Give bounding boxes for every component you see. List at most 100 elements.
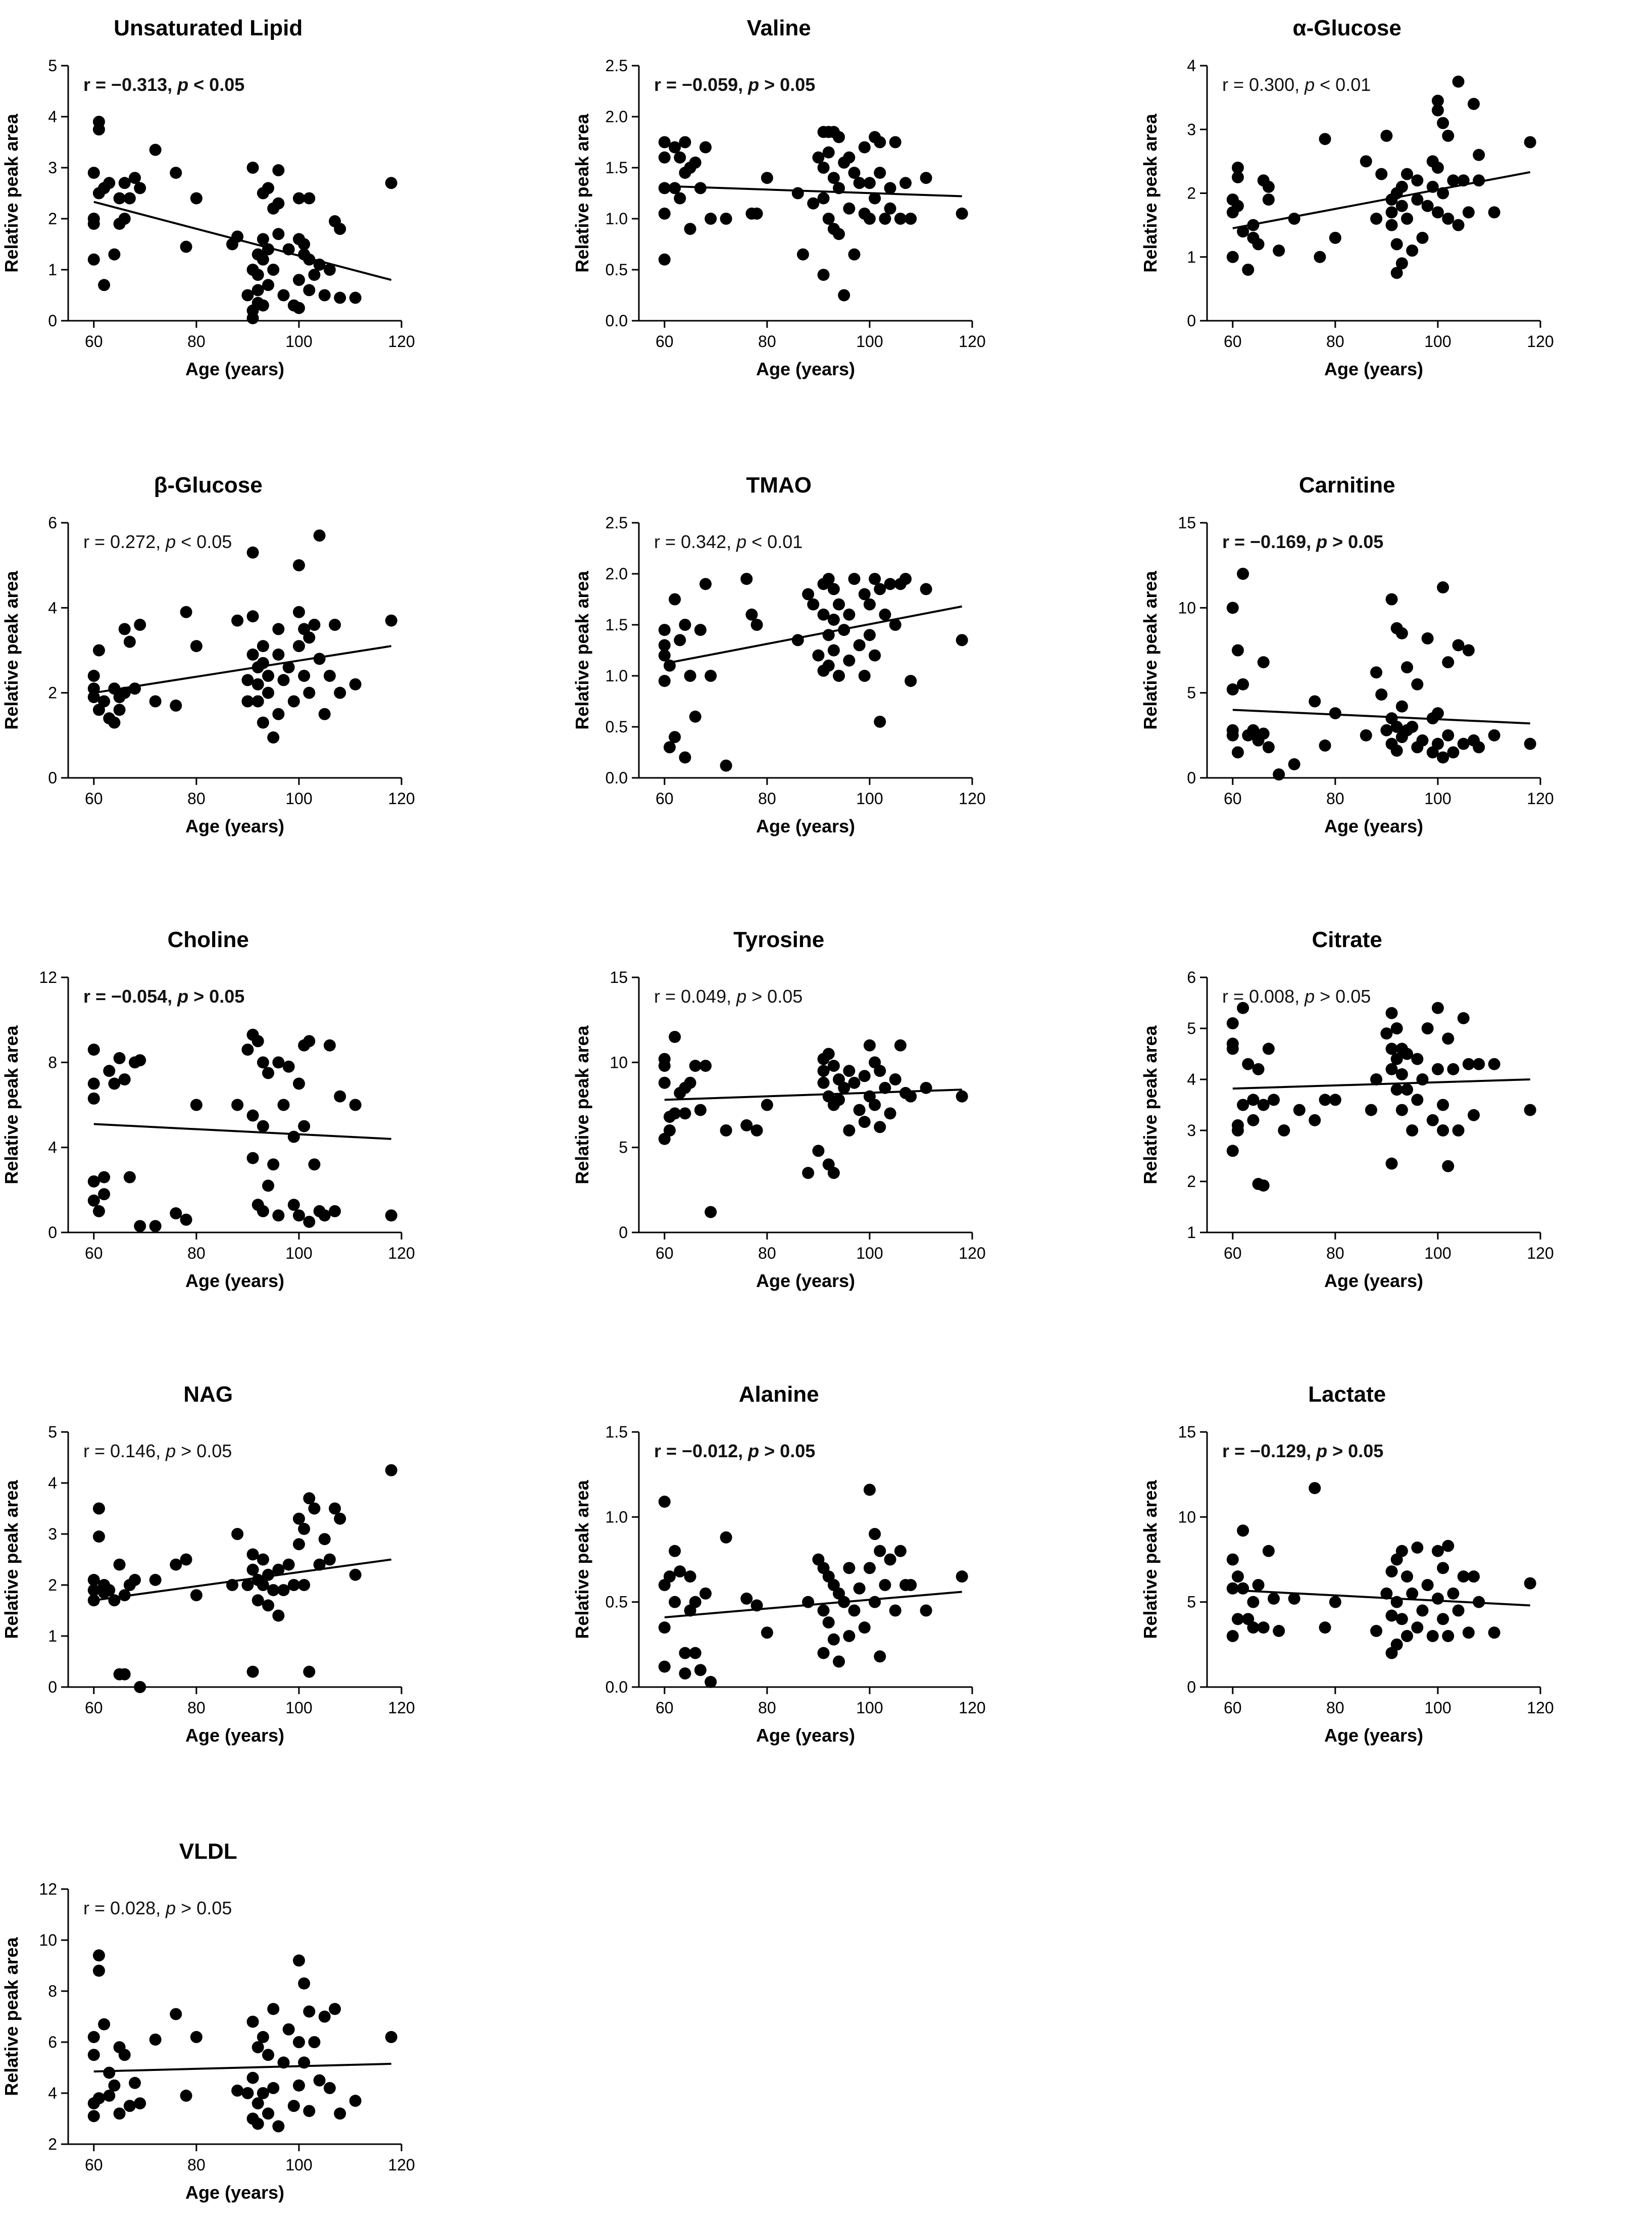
panel-4: TMAO 60 80 100 120 0.0 0.5 1.0 1.5 2.0 2.5 Age (yea… xyxy=(572,473,986,836)
data-point xyxy=(884,1107,896,1120)
data-point xyxy=(92,1205,105,1217)
data-point xyxy=(889,619,902,631)
data-point xyxy=(92,2092,105,2105)
y-tick-label: 1 xyxy=(48,1627,57,1645)
x-tick-label: 60 xyxy=(85,1244,103,1262)
stat-annotation: r = −0.169, p > 0.05 xyxy=(1222,531,1383,552)
data-point xyxy=(1390,721,1403,733)
data-point xyxy=(267,1158,280,1171)
y-tick-label: 15 xyxy=(610,968,628,986)
data-point xyxy=(669,731,681,744)
data-point xyxy=(833,228,845,240)
data-point xyxy=(1431,1592,1444,1605)
y-tick-label: 8 xyxy=(48,1053,57,1071)
data-point xyxy=(1319,1621,1331,1634)
data-point xyxy=(1390,267,1403,279)
data-point xyxy=(272,1209,285,1222)
data-point xyxy=(1401,1570,1413,1583)
data-point xyxy=(308,1158,321,1171)
data-point xyxy=(262,1599,274,1612)
data-point xyxy=(1452,1604,1465,1617)
data-point xyxy=(745,608,758,621)
data-point xyxy=(863,213,876,225)
data-point xyxy=(1411,678,1424,690)
panel-title: Choline xyxy=(168,927,249,952)
data-point xyxy=(272,1056,285,1069)
data-point xyxy=(874,1121,886,1133)
data-point xyxy=(720,1124,732,1136)
data-point xyxy=(385,177,397,189)
data-point xyxy=(318,1209,331,1222)
data-point xyxy=(334,291,346,304)
data-point xyxy=(905,675,917,687)
data-point xyxy=(129,172,141,184)
data-point xyxy=(869,649,881,662)
data-point xyxy=(180,1213,192,1226)
y-tick-label: 0 xyxy=(48,1223,57,1242)
data-point xyxy=(308,619,321,631)
data-point xyxy=(108,2079,121,2092)
data-point xyxy=(658,207,671,220)
stat-p-symbol: p xyxy=(1316,531,1327,552)
data-point xyxy=(658,1621,671,1634)
data-point xyxy=(87,2110,100,2122)
data-point xyxy=(149,1573,162,1586)
data-point xyxy=(385,2031,397,2043)
data-point xyxy=(190,640,203,653)
data-point xyxy=(252,284,264,296)
x-tick-label: 100 xyxy=(856,789,883,808)
data-point xyxy=(956,634,968,647)
data-point xyxy=(669,593,681,606)
data-point xyxy=(118,1073,131,1085)
y-axis-label: Relative peak area xyxy=(1,1025,22,1184)
y-tick-label: 0.5 xyxy=(606,718,628,736)
data-point xyxy=(1524,737,1536,750)
y-tick-label: 0.5 xyxy=(606,1593,628,1611)
stat-r: r = 0.008, xyxy=(1222,986,1305,1007)
data-point xyxy=(108,248,121,261)
y-axis-label: Relative peak area xyxy=(1140,1479,1161,1639)
data-point xyxy=(246,1665,259,1678)
data-point xyxy=(1385,1007,1398,1019)
y-tick-label: 5 xyxy=(1187,1019,1196,1037)
data-point xyxy=(853,177,866,189)
data-point xyxy=(303,284,316,296)
data-point xyxy=(303,1215,316,1228)
data-point xyxy=(1329,707,1341,720)
data-point xyxy=(98,2018,111,2031)
data-point xyxy=(1452,75,1465,88)
data-point xyxy=(796,248,809,261)
data-point xyxy=(113,1052,126,1064)
stat-r: r = 0.342, xyxy=(654,531,736,552)
data-point xyxy=(1309,695,1321,708)
data-point xyxy=(874,715,886,728)
data-point xyxy=(684,1570,696,1583)
y-axis-label: Relative peak area xyxy=(572,1025,592,1184)
y-axis-label: Relative peak area xyxy=(1,1937,22,2096)
data-point xyxy=(277,1584,290,1597)
data-point xyxy=(843,1124,856,1136)
data-point xyxy=(848,1076,861,1089)
stat-r: r = 0.300, xyxy=(1222,74,1305,95)
data-point xyxy=(272,228,285,240)
data-point xyxy=(1375,688,1388,701)
data-point xyxy=(262,1568,274,1581)
data-point xyxy=(1329,1596,1341,1608)
x-axis-label: Age (years) xyxy=(1324,359,1423,379)
data-point xyxy=(1524,136,1536,149)
data-point xyxy=(817,269,830,281)
data-point xyxy=(241,2087,254,2099)
data-point xyxy=(92,1530,105,1543)
data-point xyxy=(684,223,696,235)
data-point xyxy=(848,573,861,585)
data-point xyxy=(1426,1630,1439,1642)
panel-title: Unsaturated Lipid xyxy=(114,16,303,40)
x-tick-label: 80 xyxy=(187,1699,206,1717)
panel-7: Tyrosine 60 80 100 120 0 5 10 15 Age (years) Relat… xyxy=(572,927,986,1291)
y-tick-label: 0 xyxy=(1187,1678,1196,1696)
data-point xyxy=(822,1048,835,1060)
data-point xyxy=(272,708,285,720)
data-point xyxy=(292,2079,305,2092)
data-point xyxy=(658,675,671,687)
panel-5: Carnitine 60 80 100 120 0 5 10 15 Age (years) Rela… xyxy=(1140,473,1554,836)
